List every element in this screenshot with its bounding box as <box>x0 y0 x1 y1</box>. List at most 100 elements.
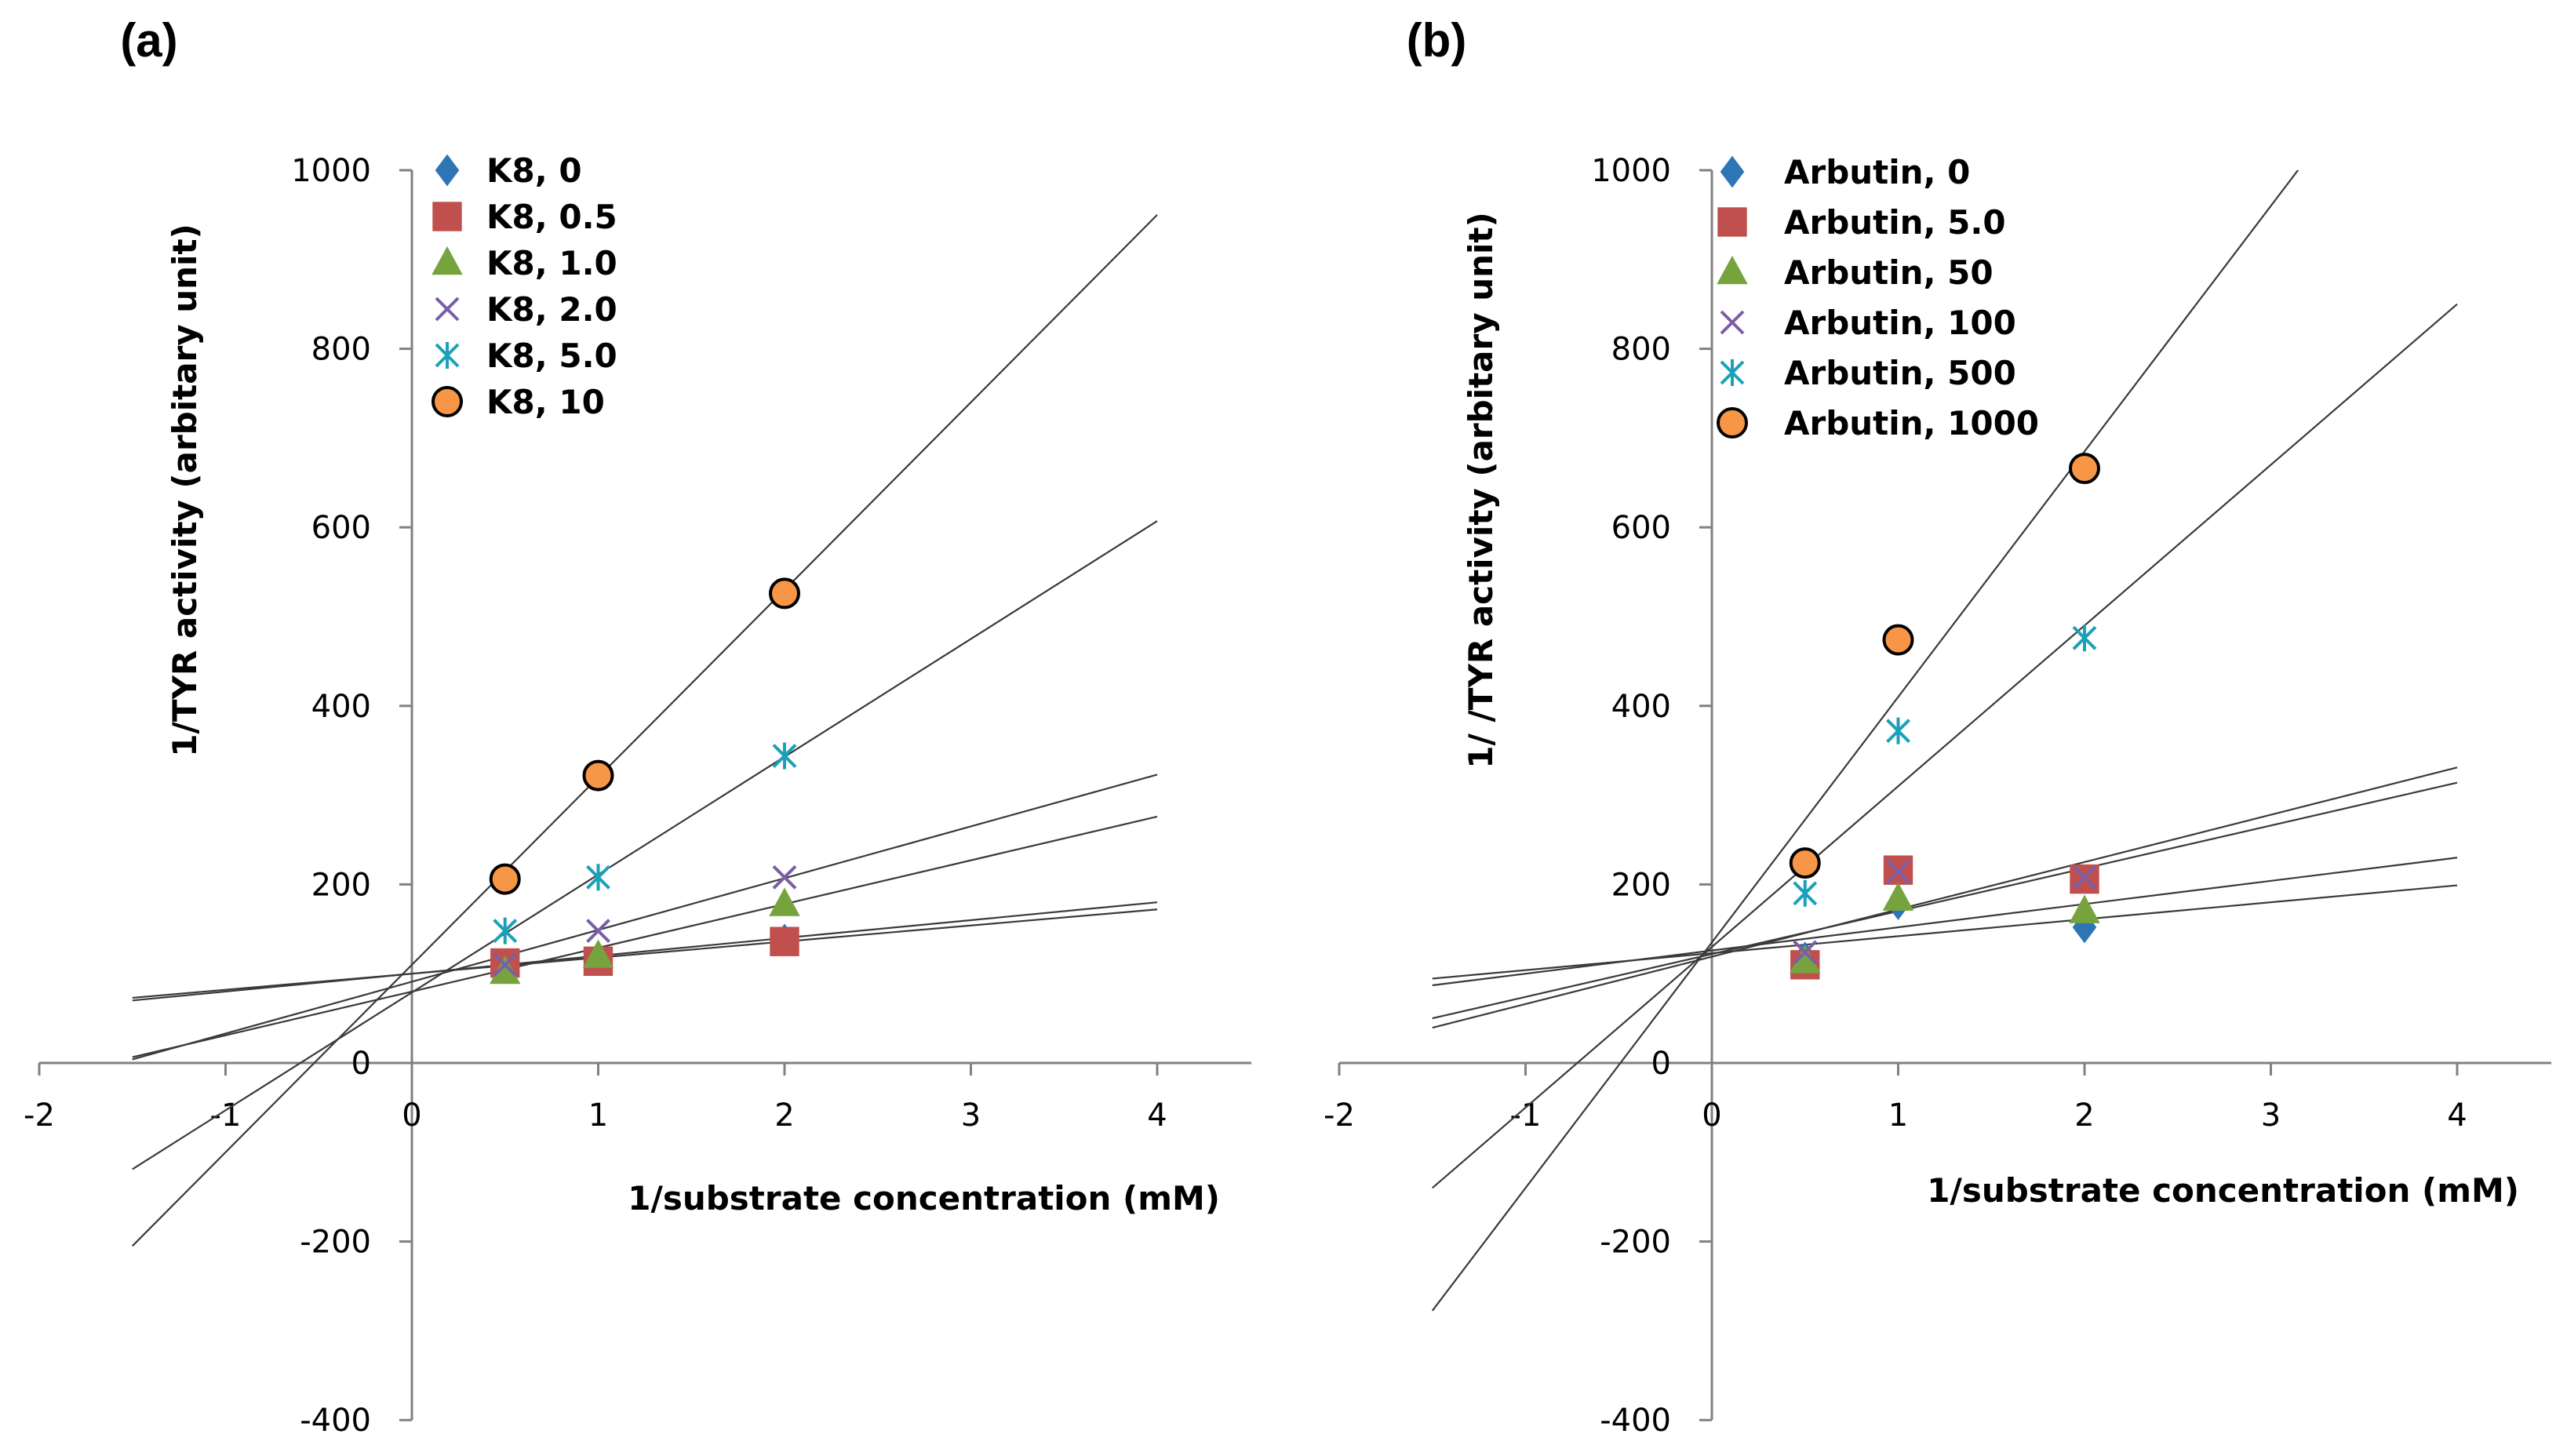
axes <box>1339 170 2551 1421</box>
x-tick-label: -2 <box>24 1097 55 1134</box>
data-point <box>2072 624 2097 652</box>
panel-label: (a) <box>120 14 177 67</box>
data-point <box>1882 882 1914 911</box>
trendline <box>132 901 1158 1002</box>
data-point <box>1790 945 1821 974</box>
data-point <box>772 864 797 890</box>
data-point <box>489 863 521 895</box>
data-point <box>2069 894 2100 923</box>
trendline <box>1432 781 2458 1020</box>
data-point <box>1886 860 1910 884</box>
y-tick-label: 800 <box>1611 332 1671 368</box>
y-tick-label: -400 <box>300 1403 371 1439</box>
x-axis-title: 1/substrate concentration (mM) <box>628 1179 1220 1218</box>
trendline <box>1432 766 2458 1029</box>
legend: Arbutin, 0 Arbutin, 5.0 Arbutin, 50 Arbutin… <box>1717 153 2039 442</box>
legend-label: K8, 0 <box>486 151 582 190</box>
x-tick-label: 4 <box>1147 1097 1167 1134</box>
legend-label: Arbutin, 0 <box>1784 153 1970 191</box>
y-tick-label: -200 <box>1600 1225 1671 1261</box>
legend-marker <box>435 297 460 322</box>
y-tick-label: 0 <box>1651 1046 1671 1082</box>
legend-label: K8, 0.5 <box>486 198 617 236</box>
y-tick-label: 200 <box>1611 867 1671 903</box>
y-axis-title: 1/TYR activity (arbitary unit) <box>166 224 204 756</box>
data-point <box>2072 911 2097 944</box>
data-point <box>772 742 797 770</box>
legend-label: K8, 5.0 <box>486 337 617 375</box>
y-axis-title: 1/ /TYR activity (arbitary unit) <box>1462 212 1500 768</box>
x-tick-label: 2 <box>2074 1097 2094 1134</box>
legend-marker <box>431 246 463 275</box>
legend-label: K8, 1.0 <box>486 244 617 282</box>
trendline <box>131 214 1158 1247</box>
y-tick-label: 400 <box>311 689 371 725</box>
legend-marker <box>432 202 462 231</box>
y-tick-label: 400 <box>1611 689 1671 725</box>
chart-panel-b: (b) 1000 800 600 400 200 0 -200 -400 -2 -1 0 1 2 3 4 1/s… <box>1284 0 2567 1456</box>
data-point <box>490 955 521 985</box>
data-point <box>582 939 614 968</box>
legend-label: K8, 2.0 <box>486 290 617 329</box>
legend-label: Arbutin, 100 <box>1784 304 2016 342</box>
legend-label: Arbutin, 5.0 <box>1784 203 2006 242</box>
trendlines <box>1431 170 2458 1312</box>
legend-marker <box>1720 155 1745 188</box>
trendline <box>1432 857 2458 987</box>
x-tick-label: 4 <box>2447 1097 2467 1134</box>
trendline <box>1431 170 2299 1312</box>
trendline <box>1432 303 2458 1189</box>
x-tick-label: 1 <box>1888 1097 1908 1134</box>
y-tick-label: 1000 <box>1591 153 1671 189</box>
trendline <box>1432 884 2458 980</box>
legend: K8, 0 K8, 0.5 K8, 1.0 K8, 2.0 K8, 5.0 K8, 10 <box>431 151 617 421</box>
data-points <box>1789 453 2100 980</box>
data-point <box>2072 864 2097 890</box>
x-tick-label: 3 <box>2261 1097 2281 1134</box>
data-point <box>586 919 610 943</box>
legend-label: Arbutin, 1000 <box>1784 404 2039 442</box>
data-point <box>1793 879 1818 907</box>
trendline <box>132 774 1158 1061</box>
y-tick-label: 200 <box>311 867 371 903</box>
data-points <box>489 577 800 985</box>
x-tick-label: 2 <box>774 1097 794 1134</box>
legend-marker <box>435 154 460 187</box>
legend-label: Arbutin, 500 <box>1784 354 2016 392</box>
data-point <box>769 887 800 916</box>
y-tick-label: 600 <box>1611 510 1671 546</box>
panel-label: (b) <box>1407 14 1467 67</box>
data-point <box>2069 453 2100 485</box>
data-point <box>586 864 610 891</box>
x-tick-label: 0 <box>402 1097 421 1134</box>
chart-b-svg: (b) 1000 800 600 400 200 0 -200 -400 -2 -1 0 1 2 3 4 1/s… <box>1324 14 2551 1439</box>
trendline <box>132 520 1158 1170</box>
legend-marker <box>431 386 463 417</box>
data-point <box>770 926 799 956</box>
legend-marker <box>1717 255 1748 285</box>
y-tick-label: 800 <box>311 332 371 368</box>
data-point <box>582 759 614 792</box>
x-axis-title: 1/substrate concentration (mM) <box>1927 1171 2519 1210</box>
chart-panel-a: (a) 1000 800 600 400 200 0 -200 -400 -2 -1 0 1 2 3 4 1/s… <box>24 14 1251 1439</box>
legend-label: K8, 10 <box>486 383 605 421</box>
y-tick-label: -200 <box>300 1225 371 1261</box>
legend-marker <box>1720 310 1745 335</box>
data-point <box>1793 940 1818 965</box>
x-tick-label: 3 <box>961 1097 981 1134</box>
x-tick-label: 1 <box>588 1097 608 1134</box>
data-point <box>1789 847 1821 879</box>
legend-label: Arbutin, 50 <box>1784 253 1994 292</box>
y-tick-label: 1000 <box>291 153 371 189</box>
data-point <box>1886 717 1910 744</box>
data-point <box>493 952 518 977</box>
x-tick-label: -1 <box>1510 1097 1542 1134</box>
data-point <box>493 917 518 945</box>
y-tick-label: 0 <box>351 1046 371 1082</box>
y-tick-label: -400 <box>1600 1403 1671 1439</box>
legend-marker <box>435 342 460 369</box>
data-point <box>769 577 800 610</box>
trendline <box>132 815 1158 1058</box>
trendline <box>132 908 1158 999</box>
